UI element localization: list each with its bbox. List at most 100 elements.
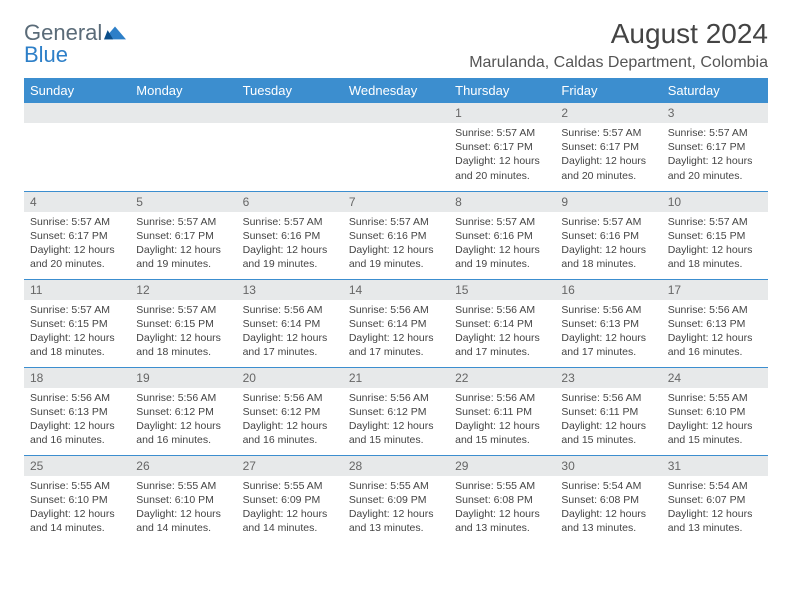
day-number: 1 (449, 103, 555, 123)
day-cell (24, 103, 130, 191)
day-content: Sunrise: 5:56 AMSunset: 6:14 PMDaylight:… (237, 300, 343, 364)
day-content: Sunrise: 5:55 AMSunset: 6:08 PMDaylight:… (449, 476, 555, 540)
day-content: Sunrise: 5:57 AMSunset: 6:15 PMDaylight:… (130, 300, 236, 364)
week-row: 1Sunrise: 5:57 AMSunset: 6:17 PMDaylight… (24, 103, 768, 191)
day-cell: 31Sunrise: 5:54 AMSunset: 6:07 PMDayligh… (662, 455, 768, 543)
calendar-thead: SundayMondayTuesdayWednesdayThursdayFrid… (24, 78, 768, 103)
day-cell: 23Sunrise: 5:56 AMSunset: 6:11 PMDayligh… (555, 367, 661, 455)
week-row: 11Sunrise: 5:57 AMSunset: 6:15 PMDayligh… (24, 279, 768, 367)
day-cell (237, 103, 343, 191)
day-number: 10 (662, 192, 768, 212)
day-content: Sunrise: 5:57 AMSunset: 6:15 PMDaylight:… (662, 212, 768, 276)
day-cell: 8Sunrise: 5:57 AMSunset: 6:16 PMDaylight… (449, 191, 555, 279)
day-number-empty (24, 103, 130, 123)
day-cell: 7Sunrise: 5:57 AMSunset: 6:16 PMDaylight… (343, 191, 449, 279)
day-number-empty (130, 103, 236, 123)
day-number: 17 (662, 280, 768, 300)
day-cell: 13Sunrise: 5:56 AMSunset: 6:14 PMDayligh… (237, 279, 343, 367)
day-content: Sunrise: 5:56 AMSunset: 6:12 PMDaylight:… (237, 388, 343, 452)
day-content: Sunrise: 5:55 AMSunset: 6:10 PMDaylight:… (24, 476, 130, 540)
day-number: 9 (555, 192, 661, 212)
day-cell: 10Sunrise: 5:57 AMSunset: 6:15 PMDayligh… (662, 191, 768, 279)
day-cell: 25Sunrise: 5:55 AMSunset: 6:10 PMDayligh… (24, 455, 130, 543)
day-header: Thursday (449, 78, 555, 103)
day-number: 16 (555, 280, 661, 300)
day-content: Sunrise: 5:57 AMSunset: 6:16 PMDaylight:… (555, 212, 661, 276)
day-cell: 18Sunrise: 5:56 AMSunset: 6:13 PMDayligh… (24, 367, 130, 455)
day-number: 14 (343, 280, 449, 300)
day-header: Friday (555, 78, 661, 103)
day-number: 6 (237, 192, 343, 212)
header: General Blue August 2024 Marulanda, Cald… (24, 18, 768, 72)
day-cell: 27Sunrise: 5:55 AMSunset: 6:09 PMDayligh… (237, 455, 343, 543)
day-number: 18 (24, 368, 130, 388)
day-header: Sunday (24, 78, 130, 103)
day-content: Sunrise: 5:54 AMSunset: 6:08 PMDaylight:… (555, 476, 661, 540)
day-cell: 14Sunrise: 5:56 AMSunset: 6:14 PMDayligh… (343, 279, 449, 367)
day-number: 23 (555, 368, 661, 388)
location: Marulanda, Caldas Department, Colombia (469, 54, 768, 72)
day-content: Sunrise: 5:57 AMSunset: 6:17 PMDaylight:… (555, 123, 661, 187)
day-header: Monday (130, 78, 236, 103)
calendar-table: SundayMondayTuesdayWednesdayThursdayFrid… (24, 78, 768, 543)
calendar-body: 1Sunrise: 5:57 AMSunset: 6:17 PMDaylight… (24, 103, 768, 543)
day-number: 20 (237, 368, 343, 388)
day-number: 31 (662, 456, 768, 476)
title-block: August 2024 Marulanda, Caldas Department… (469, 18, 768, 72)
day-number: 7 (343, 192, 449, 212)
day-cell: 2Sunrise: 5:57 AMSunset: 6:17 PMDaylight… (555, 103, 661, 191)
day-content: Sunrise: 5:56 AMSunset: 6:12 PMDaylight:… (130, 388, 236, 452)
day-cell (343, 103, 449, 191)
day-content: Sunrise: 5:56 AMSunset: 6:12 PMDaylight:… (343, 388, 449, 452)
day-cell: 24Sunrise: 5:55 AMSunset: 6:10 PMDayligh… (662, 367, 768, 455)
day-cell: 11Sunrise: 5:57 AMSunset: 6:15 PMDayligh… (24, 279, 130, 367)
day-cell: 29Sunrise: 5:55 AMSunset: 6:08 PMDayligh… (449, 455, 555, 543)
day-content: Sunrise: 5:55 AMSunset: 6:10 PMDaylight:… (662, 388, 768, 452)
day-content: Sunrise: 5:55 AMSunset: 6:09 PMDaylight:… (343, 476, 449, 540)
day-header-row: SundayMondayTuesdayWednesdayThursdayFrid… (24, 78, 768, 103)
day-cell: 21Sunrise: 5:56 AMSunset: 6:12 PMDayligh… (343, 367, 449, 455)
week-row: 4Sunrise: 5:57 AMSunset: 6:17 PMDaylight… (24, 191, 768, 279)
day-content: Sunrise: 5:56 AMSunset: 6:11 PMDaylight:… (449, 388, 555, 452)
day-number: 25 (24, 456, 130, 476)
day-number-empty (237, 103, 343, 123)
day-number-empty (343, 103, 449, 123)
day-cell: 9Sunrise: 5:57 AMSunset: 6:16 PMDaylight… (555, 191, 661, 279)
day-content: Sunrise: 5:57 AMSunset: 6:17 PMDaylight:… (130, 212, 236, 276)
week-row: 18Sunrise: 5:56 AMSunset: 6:13 PMDayligh… (24, 367, 768, 455)
day-content: Sunrise: 5:56 AMSunset: 6:14 PMDaylight:… (449, 300, 555, 364)
day-number: 27 (237, 456, 343, 476)
day-number: 12 (130, 280, 236, 300)
day-content: Sunrise: 5:55 AMSunset: 6:10 PMDaylight:… (130, 476, 236, 540)
day-cell: 4Sunrise: 5:57 AMSunset: 6:17 PMDaylight… (24, 191, 130, 279)
day-number: 29 (449, 456, 555, 476)
brand-logo: General Blue (24, 18, 126, 66)
day-number: 5 (130, 192, 236, 212)
day-cell: 16Sunrise: 5:56 AMSunset: 6:13 PMDayligh… (555, 279, 661, 367)
day-cell: 19Sunrise: 5:56 AMSunset: 6:12 PMDayligh… (130, 367, 236, 455)
day-content: Sunrise: 5:55 AMSunset: 6:09 PMDaylight:… (237, 476, 343, 540)
day-cell: 1Sunrise: 5:57 AMSunset: 6:17 PMDaylight… (449, 103, 555, 191)
day-number: 28 (343, 456, 449, 476)
day-cell: 28Sunrise: 5:55 AMSunset: 6:09 PMDayligh… (343, 455, 449, 543)
day-number: 22 (449, 368, 555, 388)
day-number: 15 (449, 280, 555, 300)
day-cell: 3Sunrise: 5:57 AMSunset: 6:17 PMDaylight… (662, 103, 768, 191)
day-header: Wednesday (343, 78, 449, 103)
day-content: Sunrise: 5:56 AMSunset: 6:13 PMDaylight:… (24, 388, 130, 452)
day-cell: 12Sunrise: 5:57 AMSunset: 6:15 PMDayligh… (130, 279, 236, 367)
day-cell: 20Sunrise: 5:56 AMSunset: 6:12 PMDayligh… (237, 367, 343, 455)
day-content: Sunrise: 5:56 AMSunset: 6:11 PMDaylight:… (555, 388, 661, 452)
brand-blue: Blue (24, 42, 68, 67)
day-cell: 30Sunrise: 5:54 AMSunset: 6:08 PMDayligh… (555, 455, 661, 543)
day-content: Sunrise: 5:57 AMSunset: 6:16 PMDaylight:… (449, 212, 555, 276)
day-content: Sunrise: 5:57 AMSunset: 6:16 PMDaylight:… (343, 212, 449, 276)
day-content: Sunrise: 5:56 AMSunset: 6:14 PMDaylight:… (343, 300, 449, 364)
day-number: 3 (662, 103, 768, 123)
day-number: 11 (24, 280, 130, 300)
day-content: Sunrise: 5:57 AMSunset: 6:15 PMDaylight:… (24, 300, 130, 364)
day-content: Sunrise: 5:56 AMSunset: 6:13 PMDaylight:… (662, 300, 768, 364)
day-cell: 5Sunrise: 5:57 AMSunset: 6:17 PMDaylight… (130, 191, 236, 279)
day-cell: 22Sunrise: 5:56 AMSunset: 6:11 PMDayligh… (449, 367, 555, 455)
week-row: 25Sunrise: 5:55 AMSunset: 6:10 PMDayligh… (24, 455, 768, 543)
